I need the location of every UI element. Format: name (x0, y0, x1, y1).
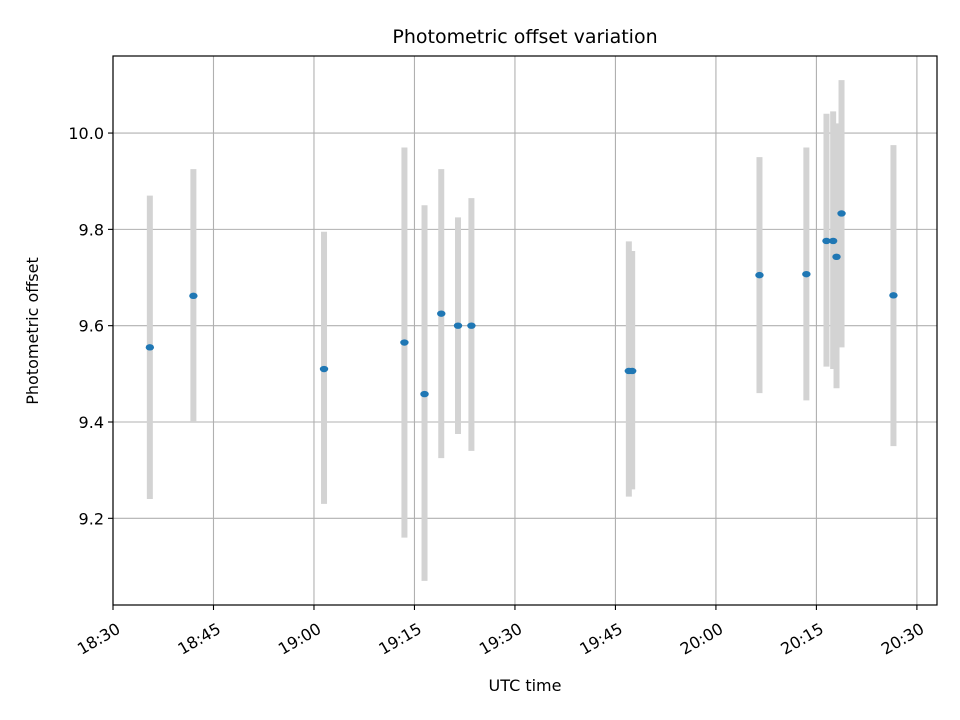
data-point (828, 237, 838, 245)
data-point (189, 292, 198, 300)
data-point (453, 322, 463, 329)
data-point (400, 339, 409, 346)
y-tick-label: 9.8 (79, 220, 104, 239)
data-point (467, 322, 476, 329)
data-point (145, 344, 155, 351)
grid-lines (112, 56, 937, 605)
y-tick-label: 9.2 (79, 509, 104, 528)
data-point (832, 253, 841, 261)
data-point (802, 270, 811, 278)
y-tick-label: 9.4 (79, 413, 104, 432)
data-point (755, 271, 764, 279)
data-point (822, 237, 831, 245)
plot-area-frame (112, 55, 938, 606)
data-point (437, 310, 446, 317)
data-point (889, 292, 898, 299)
data-point (319, 365, 329, 373)
x-axis-label: UTC time (489, 676, 562, 695)
y-axis-ticks: 9.2 9.4 9.6 9.8 10.0 (68, 124, 113, 528)
y-axis-label: Photometric offset (23, 257, 42, 405)
data-point (420, 390, 429, 398)
data-point (837, 210, 846, 217)
chart-title: Photometric offset variation (392, 26, 657, 48)
data-points (145, 210, 898, 398)
y-tick-label: 10.0 (68, 124, 104, 143)
y-tick-label: 9.6 (79, 317, 104, 336)
data-point (627, 367, 637, 375)
